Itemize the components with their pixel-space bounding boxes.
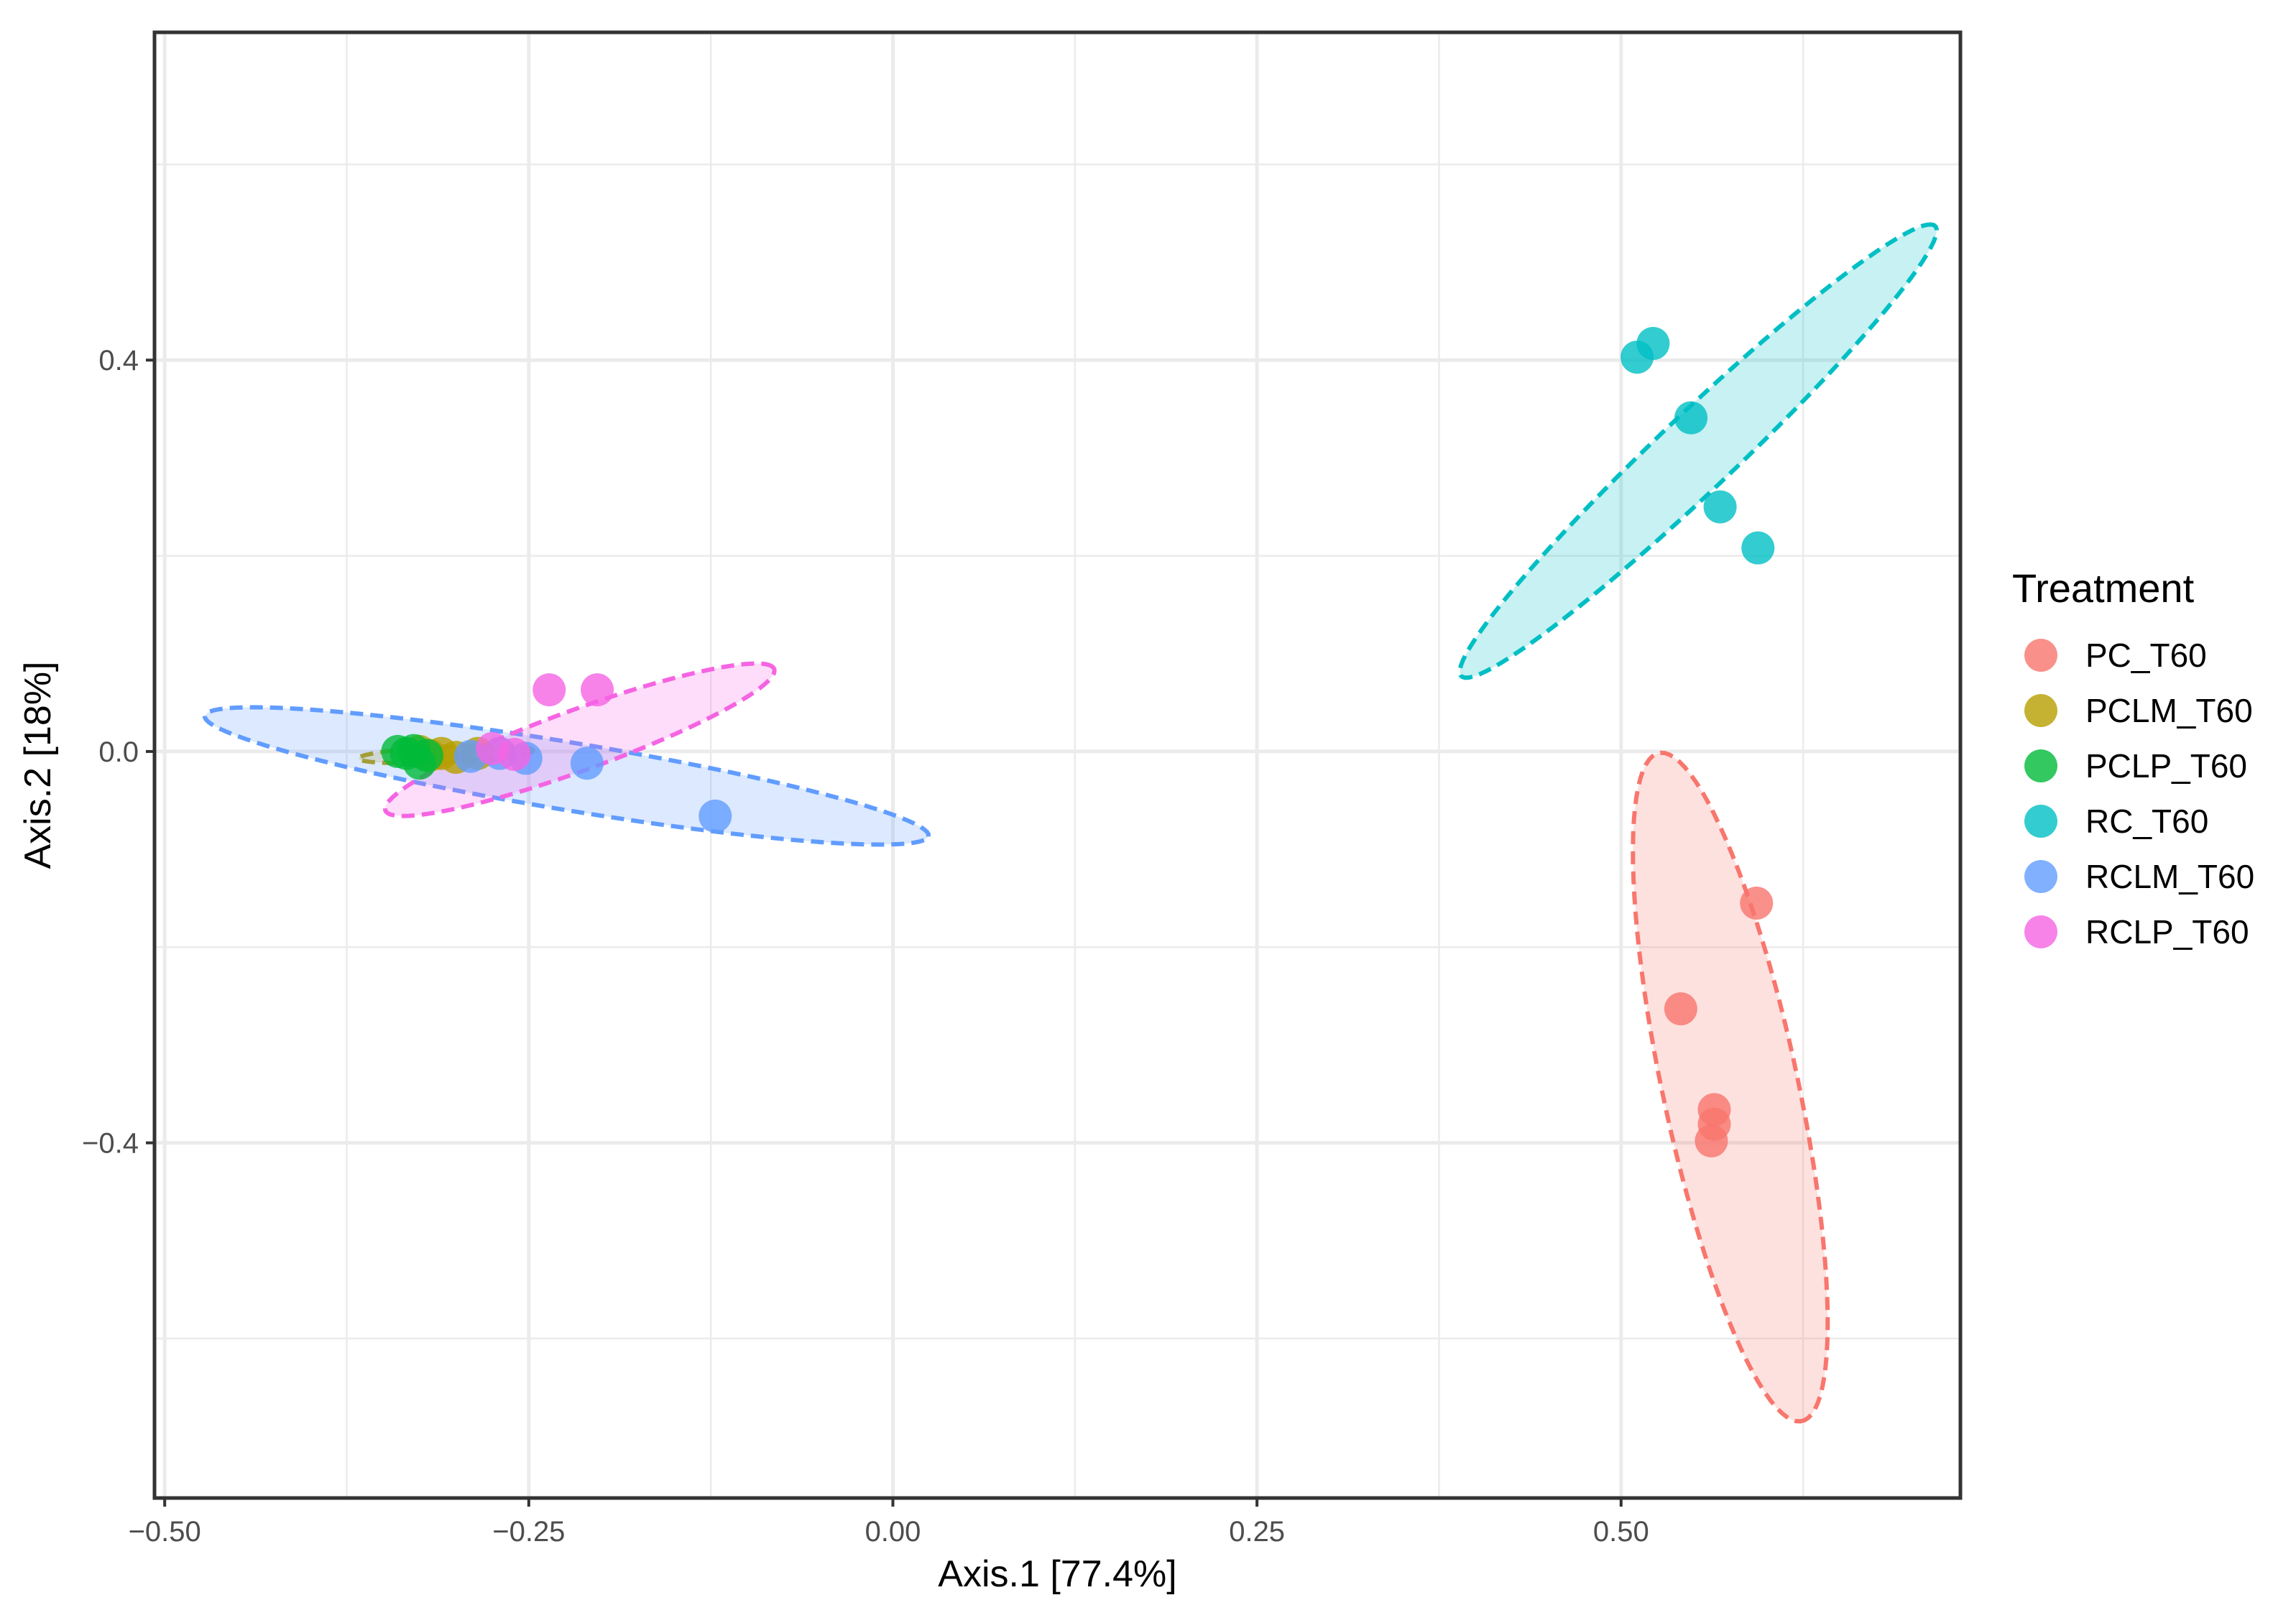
data-point-PCLP_T60 bbox=[410, 739, 443, 772]
x-axis-title: Axis.1 [77.4%] bbox=[938, 1553, 1176, 1595]
legend-label: RCLP_T60 bbox=[2085, 913, 2249, 951]
legend-label: RC_T60 bbox=[2085, 803, 2208, 840]
y-axis-title: Axis.2 [18%] bbox=[17, 661, 59, 869]
legend-label: PCLM_T60 bbox=[2085, 692, 2253, 729]
x-tick-label: 0.00 bbox=[865, 1516, 921, 1548]
data-points bbox=[381, 327, 1775, 1157]
x-tick-label: −0.25 bbox=[492, 1516, 565, 1548]
confidence-ellipse-RC_T60 bbox=[1457, 222, 1939, 680]
data-point-RC_T60 bbox=[1636, 327, 1670, 361]
legend-swatch bbox=[2024, 805, 2057, 838]
data-point-RCLP_T60 bbox=[532, 673, 566, 707]
x-tick-label: −0.50 bbox=[129, 1516, 201, 1548]
legend-title: Treatment bbox=[2012, 565, 2195, 611]
data-point-PC_T60 bbox=[1740, 887, 1774, 920]
data-point-RCLM_T60 bbox=[699, 799, 732, 833]
confidence-ellipse-RCLP_T60 bbox=[382, 661, 777, 818]
legend-swatch bbox=[2024, 694, 2057, 727]
legend-swatch bbox=[2024, 639, 2057, 672]
x-tick-label: 0.25 bbox=[1229, 1516, 1285, 1548]
legend-swatch bbox=[2024, 749, 2057, 782]
y-tick-label: 0.4 bbox=[98, 345, 139, 376]
legend: Treatment PC_T60 PCLM_T60 PCLP_T60 RC_T60 RC… bbox=[2012, 565, 2254, 951]
axes: −0.50 −0.25 0.00 0.25 0.50 −0.4 0.0 0.4 bbox=[82, 345, 1649, 1548]
panel-border bbox=[152, 30, 1963, 1500]
y-tick-label: 0.0 bbox=[98, 736, 139, 768]
data-point-PC_T60 bbox=[1664, 992, 1697, 1026]
legend-swatch bbox=[2024, 915, 2057, 948]
data-point-RCLM_T60 bbox=[570, 746, 604, 780]
data-point-RC_T60 bbox=[1674, 401, 1708, 435]
data-point-RCLP_T60 bbox=[497, 738, 531, 772]
confidence-ellipse-PC_T60 bbox=[1631, 750, 1830, 1424]
data-point-RC_T60 bbox=[1741, 531, 1775, 565]
legend-label: PCLP_T60 bbox=[2085, 747, 2247, 785]
data-point-PC_T60 bbox=[1695, 1124, 1728, 1157]
grid bbox=[155, 32, 1960, 1498]
legend-swatch bbox=[2024, 860, 2057, 893]
data-point-RC_T60 bbox=[1703, 490, 1737, 524]
x-tick-label: 0.50 bbox=[1593, 1516, 1649, 1548]
data-point-RCLP_T60 bbox=[581, 673, 614, 707]
y-tick-label: −0.4 bbox=[82, 1128, 139, 1160]
legend-label: PC_T60 bbox=[2085, 637, 2207, 674]
legend-label: RCLM_T60 bbox=[2085, 858, 2254, 895]
